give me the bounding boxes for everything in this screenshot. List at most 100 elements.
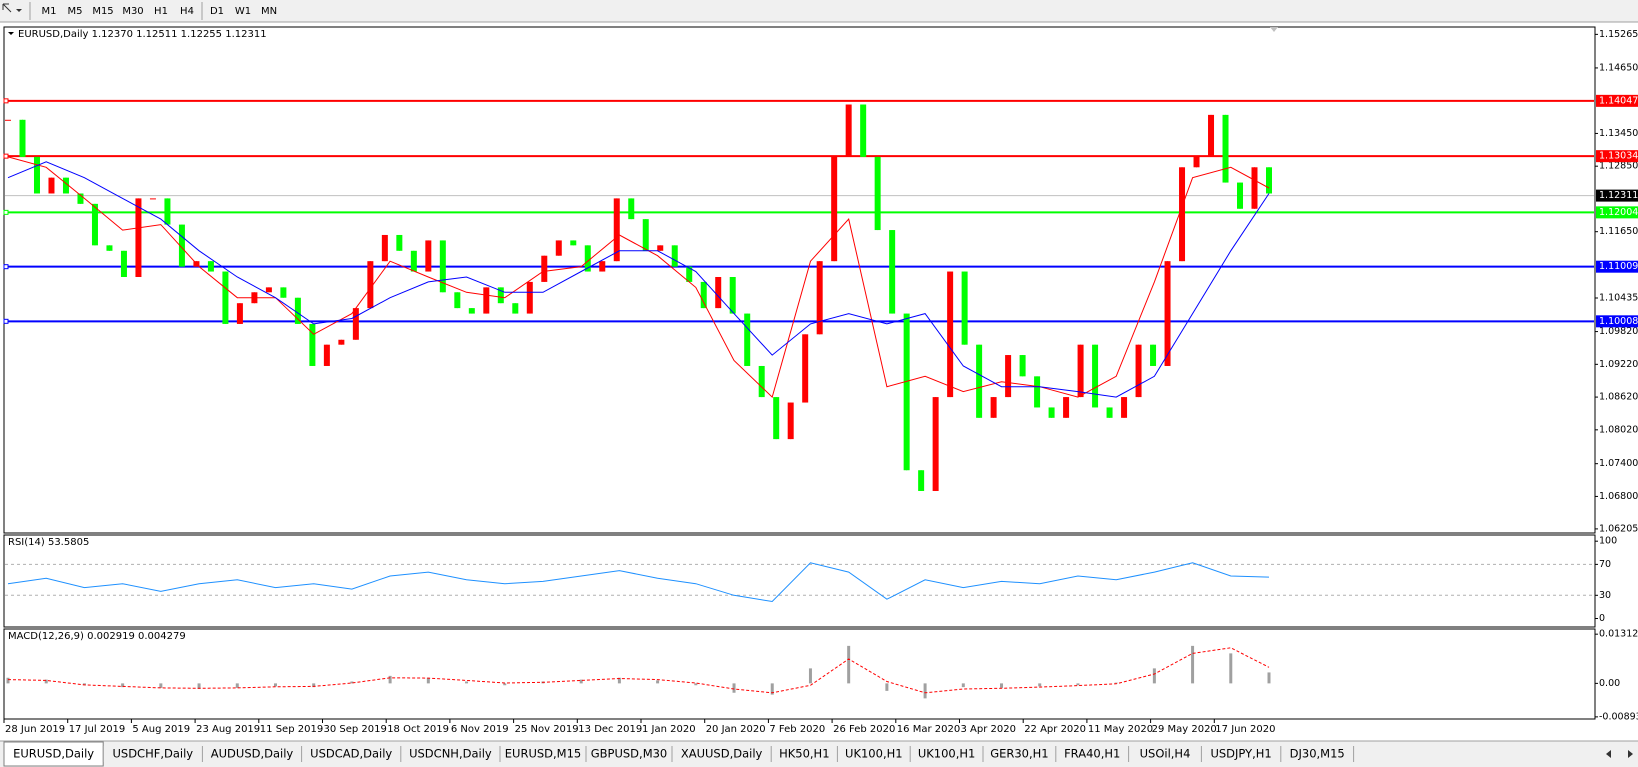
tab-label[interactable]: GBPUSD,M30 bbox=[591, 747, 668, 761]
y-tick-label: 0 bbox=[1599, 613, 1605, 624]
candle-body bbox=[1251, 167, 1258, 209]
x-tick-label: 5 Aug 2019 bbox=[132, 724, 190, 735]
tab-label[interactable]: HK50,H1 bbox=[779, 747, 829, 761]
candle-body bbox=[961, 271, 968, 345]
macd-bar bbox=[312, 683, 316, 688]
timeframe-button[interactable] bbox=[62, 2, 88, 20]
candle-body bbox=[744, 313, 751, 366]
candle-body bbox=[932, 397, 939, 491]
macd-bar bbox=[1152, 668, 1156, 684]
candle-body bbox=[178, 224, 185, 267]
candle-body bbox=[454, 292, 461, 309]
candle-body bbox=[555, 240, 562, 256]
candle-body bbox=[381, 234, 388, 262]
candle-body bbox=[338, 339, 345, 345]
timeframe-button[interactable] bbox=[174, 2, 200, 20]
y-tick-label: 1.08620 bbox=[1599, 392, 1638, 403]
tab-label[interactable]: GER30,H1 bbox=[990, 747, 1048, 761]
timeframe-label[interactable]: M1 bbox=[42, 6, 57, 17]
tab-label[interactable]: XAUUSD,Daily bbox=[681, 747, 763, 761]
y-tick-label: -0.008933 bbox=[1599, 711, 1638, 722]
candle-body bbox=[439, 240, 446, 293]
timeframe-button[interactable] bbox=[36, 2, 62, 20]
macd-bar bbox=[503, 683, 507, 686]
timeframe-label[interactable]: H1 bbox=[154, 6, 168, 17]
tab-label[interactable]: USDCHF,Daily bbox=[112, 747, 193, 761]
timeframe-label[interactable]: D1 bbox=[210, 6, 224, 17]
candle-body bbox=[541, 255, 548, 282]
moving-average bbox=[7, 161, 1270, 398]
tab-label[interactable]: UK100,H1 bbox=[918, 747, 976, 761]
candle-body bbox=[207, 261, 214, 272]
macd-bar bbox=[732, 683, 736, 693]
macd-bar bbox=[579, 679, 583, 684]
candle-body bbox=[323, 344, 330, 366]
tab-scroll-left[interactable] bbox=[1606, 750, 1611, 758]
tab-label[interactable]: EURUSD,M15 bbox=[505, 747, 581, 761]
tab-label[interactable]: USOil,H4 bbox=[1140, 747, 1191, 761]
level-handle bbox=[3, 98, 9, 104]
x-tick-label: 22 Apr 2020 bbox=[1024, 724, 1086, 735]
dropdown-arrow bbox=[16, 9, 22, 12]
macd-bar bbox=[1191, 645, 1195, 684]
tab-label[interactable]: USDJPY,H1 bbox=[1210, 747, 1271, 761]
tab-label[interactable]: AUDUSD,Daily bbox=[211, 747, 294, 761]
macd-bar bbox=[694, 683, 698, 686]
macd-panel bbox=[3, 628, 1596, 720]
candle-body bbox=[222, 271, 229, 324]
macd-bar bbox=[388, 675, 392, 684]
level-price-box bbox=[1596, 150, 1638, 163]
candle-body bbox=[1179, 167, 1186, 262]
x-tick-label: 3 Apr 2020 bbox=[961, 724, 1016, 735]
timeframe-button[interactable] bbox=[256, 2, 282, 20]
tab-label[interactable]: FRA40,H1 bbox=[1064, 747, 1120, 761]
panel-title: RSI(14) 53.5805 bbox=[8, 537, 89, 548]
tab-label[interactable]: UK100,H1 bbox=[845, 747, 903, 761]
y-tick-label: 70 bbox=[1599, 559, 1611, 570]
y-tick-label: 100 bbox=[1599, 536, 1617, 547]
macd-bar bbox=[273, 683, 277, 687]
macd-bar bbox=[770, 683, 774, 695]
x-tick-label: 29 May 2020 bbox=[1152, 724, 1217, 735]
timeframe-label[interactable]: M15 bbox=[92, 6, 113, 17]
panel-title: EURUSD,Daily 1.12370 1.12511 1.12255 1.1… bbox=[18, 29, 267, 40]
candle-body bbox=[700, 281, 707, 309]
tab-label[interactable]: USDCNH,Daily bbox=[409, 747, 492, 761]
timeframe-label[interactable]: M5 bbox=[68, 6, 83, 17]
candle-body bbox=[294, 297, 301, 324]
macd-bar bbox=[350, 681, 354, 684]
level-price-label: 1.12004 bbox=[1599, 207, 1638, 218]
macd-signal bbox=[7, 647, 1270, 694]
x-tick-label: 25 Nov 2019 bbox=[515, 724, 579, 735]
timeframe-button[interactable] bbox=[118, 2, 148, 20]
timeframe-button[interactable] bbox=[204, 2, 230, 20]
candle-body bbox=[903, 313, 910, 471]
timeframe-button[interactable] bbox=[148, 2, 174, 20]
tab-active[interactable] bbox=[3, 741, 104, 767]
timeframe-label[interactable]: W1 bbox=[235, 6, 251, 17]
y-tick-label: 1.14650 bbox=[1599, 62, 1638, 73]
x-tick-label: 20 Jan 2020 bbox=[706, 724, 766, 735]
timeframe-label[interactable]: M30 bbox=[122, 6, 143, 17]
candle-body bbox=[686, 266, 693, 282]
tab-label[interactable]: USDCAD,Daily bbox=[310, 747, 392, 761]
x-tick-label: 16 Mar 2020 bbox=[897, 724, 960, 735]
timeframe-button[interactable] bbox=[88, 2, 118, 20]
candle-body bbox=[918, 470, 925, 491]
active-tab-label[interactable]: EURUSD,Daily bbox=[13, 747, 94, 761]
timeframe-label[interactable]: MN bbox=[261, 6, 277, 17]
y-tick-label: 1.13450 bbox=[1599, 128, 1638, 139]
y-tick-label: 1.06800 bbox=[1599, 491, 1638, 502]
candle-body bbox=[816, 261, 823, 335]
candle-body bbox=[831, 156, 838, 262]
y-tick-label: 0.013121 bbox=[1599, 629, 1638, 640]
y-tick-label: 1.08020 bbox=[1599, 424, 1638, 435]
shift-marker bbox=[1270, 27, 1278, 32]
tab-label[interactable]: DJ30,M15 bbox=[1290, 747, 1345, 761]
timeframe-label[interactable]: H4 bbox=[180, 6, 194, 17]
timeframe-button[interactable] bbox=[230, 2, 256, 20]
candle-body bbox=[787, 402, 794, 440]
candle-body bbox=[860, 104, 867, 157]
tab-scroll-right[interactable] bbox=[1628, 750, 1633, 758]
